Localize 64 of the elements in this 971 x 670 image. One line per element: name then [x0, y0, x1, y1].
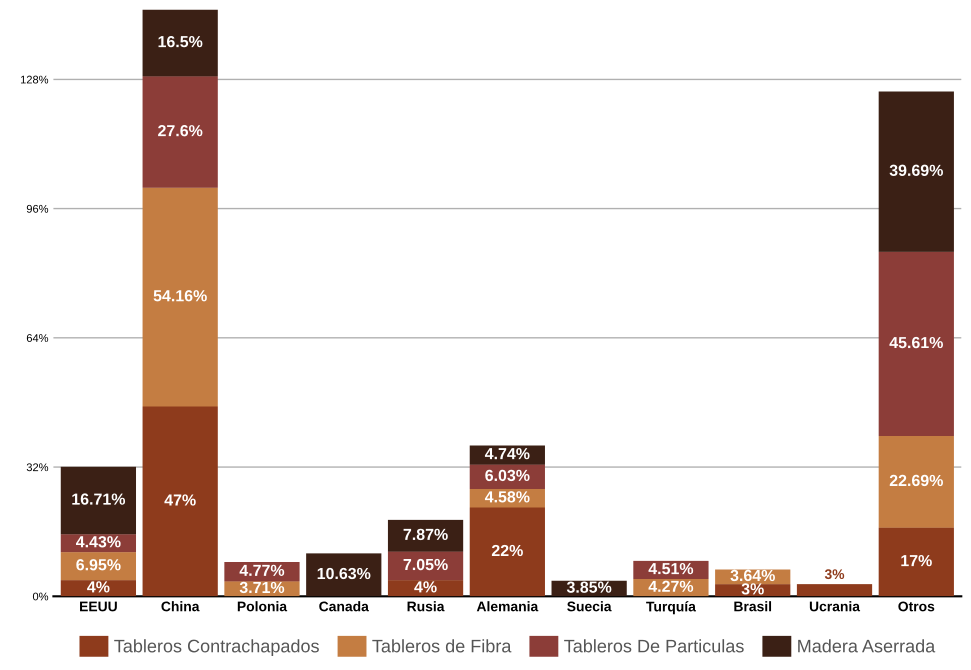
x-tick-label: Alemania: [476, 601, 538, 612]
y-tick-label: 128%: [20, 76, 48, 84]
data-label: 6.95%: [76, 559, 121, 570]
bar: [878, 528, 954, 596]
data-label: 3%: [824, 569, 844, 580]
bar: [142, 188, 218, 406]
data-label: 4.51%: [648, 562, 694, 574]
y-tick-label: 96%: [26, 204, 48, 213]
data-label: 4%: [414, 581, 437, 592]
bar: [142, 10, 218, 76]
legend-label: Madera Aserrada: [798, 639, 936, 652]
y-tick-label: 32%: [26, 463, 48, 472]
data-label: 7.87%: [404, 528, 448, 540]
bar: [388, 552, 464, 580]
bar: [142, 76, 218, 188]
data-label: 4%: [87, 581, 110, 592]
bar: [796, 584, 872, 596]
data-label: 3.85%: [566, 582, 612, 593]
bar: [470, 507, 545, 596]
bar: [878, 92, 954, 252]
data-label: 10.63%: [318, 568, 370, 580]
x-tick-label: Rusia: [408, 601, 445, 612]
data-label: 27.6%: [158, 125, 202, 136]
data-label: 47%: [164, 494, 196, 506]
x-tick-label: Brasil: [734, 601, 772, 612]
legend-label: Tableros De Particulas: [564, 639, 744, 652]
data-label: 22.69%: [890, 474, 943, 486]
y-tick-label: 64%: [26, 334, 48, 342]
x-tick-label: Turquía: [646, 601, 696, 614]
x-tick-label: Otros: [898, 602, 934, 612]
x-tick-label: EEUU: [80, 602, 117, 612]
data-label: 45.61%: [889, 336, 943, 348]
data-label: 39.69%: [890, 164, 943, 176]
legend-label: Tableros Contrachapados: [114, 639, 319, 656]
x-tick-label: China: [161, 601, 200, 612]
data-label: 16.5%: [158, 36, 202, 48]
data-label: 4.74%: [484, 448, 530, 460]
bar: [878, 252, 954, 436]
data-label: 4.58%: [484, 491, 530, 502]
x-tick-label: Polonia: [238, 601, 288, 612]
data-label: 4.43%: [76, 536, 121, 548]
data-label: 3%: [742, 583, 764, 595]
bar: [60, 580, 136, 596]
data-label: 3.71%: [240, 582, 284, 594]
data-label: 3.64%: [730, 570, 775, 582]
bar: [388, 520, 464, 552]
y-tick-label: 0%: [32, 592, 48, 600]
data-label: 17%: [901, 554, 932, 566]
bar: [60, 466, 136, 534]
legend-label: Tableros de Fibra: [372, 639, 512, 652]
x-tick-label: Canada: [319, 601, 369, 612]
bar: [306, 553, 382, 596]
x-tick-label: Ucrania: [810, 601, 860, 612]
data-label: 54.16%: [154, 290, 207, 302]
x-tick-label: Suecia: [567, 601, 612, 612]
bar: [878, 436, 954, 528]
data-label: 7.05%: [404, 558, 448, 570]
data-label: 16.71%: [72, 493, 126, 505]
bar: [388, 580, 464, 596]
data-label: 22%: [492, 544, 523, 556]
data-label: 6.03%: [485, 470, 530, 482]
data-label: 4.27%: [648, 580, 694, 592]
data-label: 4.77%: [240, 564, 284, 576]
bar: [142, 406, 218, 596]
